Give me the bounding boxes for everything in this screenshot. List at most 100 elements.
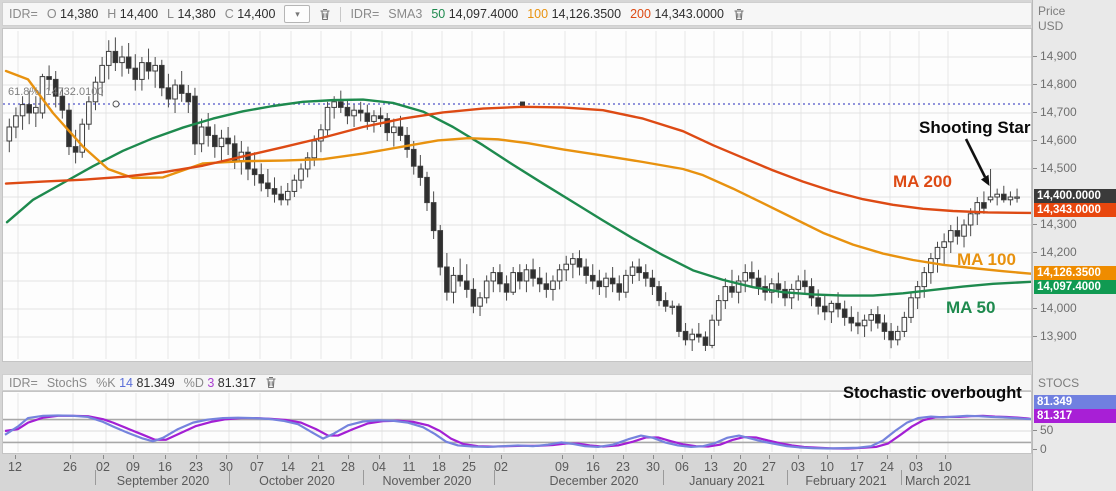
date-tick-label: 26 — [63, 460, 77, 474]
price-tick-mark — [1033, 140, 1037, 141]
stoch-d-readout: %D 3 81.317 — [183, 375, 257, 390]
close-value: C 14,400 — [224, 7, 276, 21]
price-value-badge: 14,343.0000 — [1034, 203, 1116, 217]
date-tick-label: 25 — [462, 460, 476, 474]
date-tick-label: 09 — [555, 460, 569, 474]
date-tick-label: 16 — [586, 460, 600, 474]
date-tick-mark — [501, 455, 502, 459]
date-tick-label: 02 — [494, 460, 508, 474]
price-chart-svg[interactable] — [3, 29, 1031, 361]
symbol-label: IDR= — [9, 7, 38, 21]
open-value: O 14,380 — [46, 7, 99, 21]
stoch-tick-mark — [1033, 449, 1037, 450]
price-tick-mark — [1033, 168, 1037, 169]
month-separator — [901, 470, 902, 485]
date-tick-label: 16 — [158, 460, 172, 474]
stoch-chart-svg[interactable] — [3, 392, 1031, 453]
date-tick-mark — [133, 455, 134, 459]
price-axis-currency: USD — [1038, 19, 1064, 33]
price-axis-title: Price — [1038, 4, 1066, 18]
stoch-panel-toolbar: IDR= StochS %K 14 81.349 %D 3 81.317 — [2, 374, 1032, 391]
series-style-dropdown[interactable]: ▾ — [284, 5, 311, 23]
delete-sma-button[interactable] — [733, 8, 745, 21]
price-tick-label: 13,900 — [1040, 329, 1077, 343]
stoch-axis-title: STOCS — [1038, 376, 1080, 390]
stoch-tick-label: 50 — [1040, 423, 1054, 437]
date-tick-mark — [318, 455, 319, 459]
date-tick-label: 02 — [96, 460, 110, 474]
date-tick-mark — [711, 455, 712, 459]
price-panel-toolbar: IDR= O 14,380 H 14,400 L 14,380 C 14,400… — [2, 2, 1032, 26]
date-tick-label: 17 — [850, 460, 864, 474]
date-tick-mark — [15, 455, 16, 459]
date-tick-label: 04 — [372, 460, 386, 474]
date-tick-label: 12 — [8, 460, 22, 474]
date-tick-mark — [469, 455, 470, 459]
date-tick-mark — [226, 455, 227, 459]
date-tick-mark — [439, 455, 440, 459]
trash-icon — [734, 8, 744, 20]
date-tick-label: 06 — [675, 460, 689, 474]
date-tick-mark — [653, 455, 654, 459]
date-tick-mark — [916, 455, 917, 459]
delete-stoch-button[interactable] — [265, 376, 277, 389]
month-label: September 2020 — [116, 474, 210, 488]
date-tick-mark — [348, 455, 349, 459]
price-tick-label: 14,700 — [1040, 105, 1077, 119]
price-tick-label: 14,800 — [1040, 77, 1077, 91]
date-tick-label: 10 — [820, 460, 834, 474]
date-tick-label: 07 — [250, 460, 264, 474]
sma-indicator-label: SMA3 — [388, 7, 423, 21]
date-tick-mark — [623, 455, 624, 459]
price-tick-label: 14,900 — [1040, 49, 1077, 63]
month-separator — [229, 470, 230, 485]
stoch-chart-panel[interactable] — [2, 391, 1032, 454]
delete-series-button[interactable] — [319, 8, 331, 21]
date-tick-mark — [887, 455, 888, 459]
sma200-readout: 200 14,343.0000 — [630, 7, 724, 21]
chevron-down-icon: ▾ — [295, 8, 300, 19]
month-separator — [363, 470, 364, 485]
high-value: H 14,400 — [107, 7, 159, 21]
price-tick-label: 14,600 — [1040, 133, 1077, 147]
date-tick-label: 24 — [880, 460, 894, 474]
month-label: March 2021 — [904, 474, 972, 488]
date-tick-label: 23 — [189, 460, 203, 474]
sma50-readout: 50 14,097.4000 — [431, 7, 519, 21]
date-tick-mark — [857, 455, 858, 459]
date-tick-label: 28 — [341, 460, 355, 474]
date-tick-label: 23 — [616, 460, 630, 474]
date-tick-mark — [562, 455, 563, 459]
stoch-value-badge: 81.317 — [1034, 409, 1116, 423]
date-axis[interactable]: 12 26 02 09 16 23 30 07 14 21 28 04 11 18 25 02 09 16 23 30… — [0, 455, 1032, 491]
price-tick-mark — [1033, 112, 1037, 113]
stoch-k-readout: %K 14 81.349 — [96, 375, 175, 390]
price-axis[interactable]: Price USD STOCS 14,900 14,800 14,700 14,600… — [1032, 0, 1116, 491]
fib-retracement-label[interactable]: 61.8% 14732.0100 — [8, 86, 104, 98]
trash-icon — [320, 8, 330, 20]
symbol-label: IDR= — [9, 375, 38, 390]
price-tick-mark — [1033, 336, 1037, 337]
month-label: February 2021 — [805, 474, 887, 488]
price-tick-label: 14,300 — [1040, 217, 1077, 231]
price-chart-panel[interactable] — [2, 28, 1032, 362]
date-tick-mark — [798, 455, 799, 459]
date-tick-mark — [740, 455, 741, 459]
date-tick-mark — [257, 455, 258, 459]
toolbar-separator — [340, 6, 342, 22]
price-tick-mark — [1033, 308, 1037, 309]
date-tick-label: 03 — [791, 460, 805, 474]
price-value-badge: 14,400.0000 — [1034, 189, 1116, 203]
low-value: L 14,380 — [167, 7, 216, 21]
price-tick-label: 14,200 — [1040, 245, 1077, 259]
date-tick-mark — [769, 455, 770, 459]
ma200-label: MA 200 — [893, 172, 952, 191]
sma100-readout: 100 14,126.3500 — [527, 7, 622, 21]
price-tick-mark — [1033, 252, 1037, 253]
date-tick-label: 20 — [733, 460, 747, 474]
date-tick-label: 21 — [311, 460, 325, 474]
stoch-value-badge: 81.349 — [1034, 395, 1116, 409]
date-tick-label: 13 — [704, 460, 718, 474]
date-tick-label: 10 — [938, 460, 952, 474]
